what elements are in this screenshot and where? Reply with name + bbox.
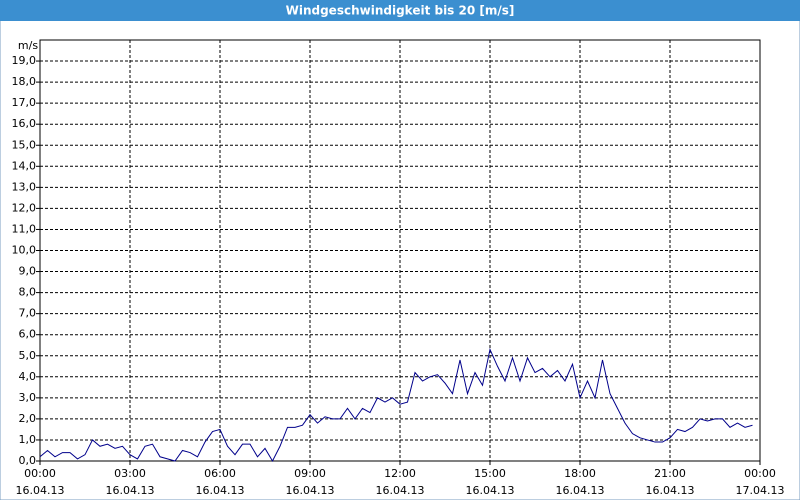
- y-tick-label: 4,0: [19, 370, 37, 383]
- y-tick-label: 11,0: [12, 222, 37, 235]
- x-tick-date: 16.04.13: [286, 484, 335, 497]
- x-tick-label: 15:00: [474, 467, 506, 480]
- y-tick-label: 17,0: [12, 96, 37, 109]
- x-tick-label: 12:00: [384, 467, 416, 480]
- y-tick-label: 8,0: [19, 286, 37, 299]
- x-tick-label: 21:00: [654, 467, 686, 480]
- x-tick-label: 03:00: [114, 467, 146, 480]
- y-tick-label: 13,0: [12, 180, 37, 193]
- y-tick-label: 6,0: [19, 328, 37, 341]
- y-tick-label: 5,0: [19, 349, 37, 362]
- y-tick-label: 14,0: [12, 159, 37, 172]
- x-tick-date: 16.04.13: [556, 484, 605, 497]
- data-line: [39, 347, 753, 463]
- y-tick-label: 12,0: [12, 201, 37, 214]
- y-tick-label: 10,0: [12, 244, 37, 257]
- x-tick-label: 09:00: [294, 467, 326, 480]
- x-tick-label: 06:00: [204, 467, 236, 480]
- x-tick-label: 00:00: [744, 467, 776, 480]
- y-tick-label: 3,0: [19, 391, 37, 404]
- x-tick-date: 16.04.13: [466, 484, 515, 497]
- y-tick-label: 2,0: [19, 412, 37, 425]
- y-tick-label: 16,0: [12, 117, 37, 130]
- y-tick-label: 9,0: [19, 265, 37, 278]
- y-tick-label: 15,0: [12, 138, 37, 151]
- y-tick-label: 19,0: [12, 54, 37, 67]
- y-tick-label: 1,0: [19, 433, 37, 446]
- x-tick-date: 16.04.13: [376, 484, 425, 497]
- title-bar: [0, 0, 800, 21]
- x-tick-date: 17.04.13: [736, 484, 785, 497]
- y-axis-label: m/s: [18, 39, 38, 52]
- x-tick-date: 16.04.13: [106, 484, 155, 497]
- x-tick-label: 00:00: [24, 467, 56, 480]
- chart-title: Windgeschwindigkeit bis 20 [m/s]: [286, 4, 515, 18]
- y-tick-label: 7,0: [19, 307, 37, 320]
- y-tick-label: 0,0: [19, 454, 37, 467]
- x-tick-date: 16.04.13: [646, 484, 695, 497]
- y-tick-label: 18,0: [12, 75, 37, 88]
- x-tick-label: 18:00: [564, 467, 596, 480]
- x-tick-date: 16.04.13: [196, 484, 245, 497]
- x-tick-date: 16.04.13: [16, 484, 65, 497]
